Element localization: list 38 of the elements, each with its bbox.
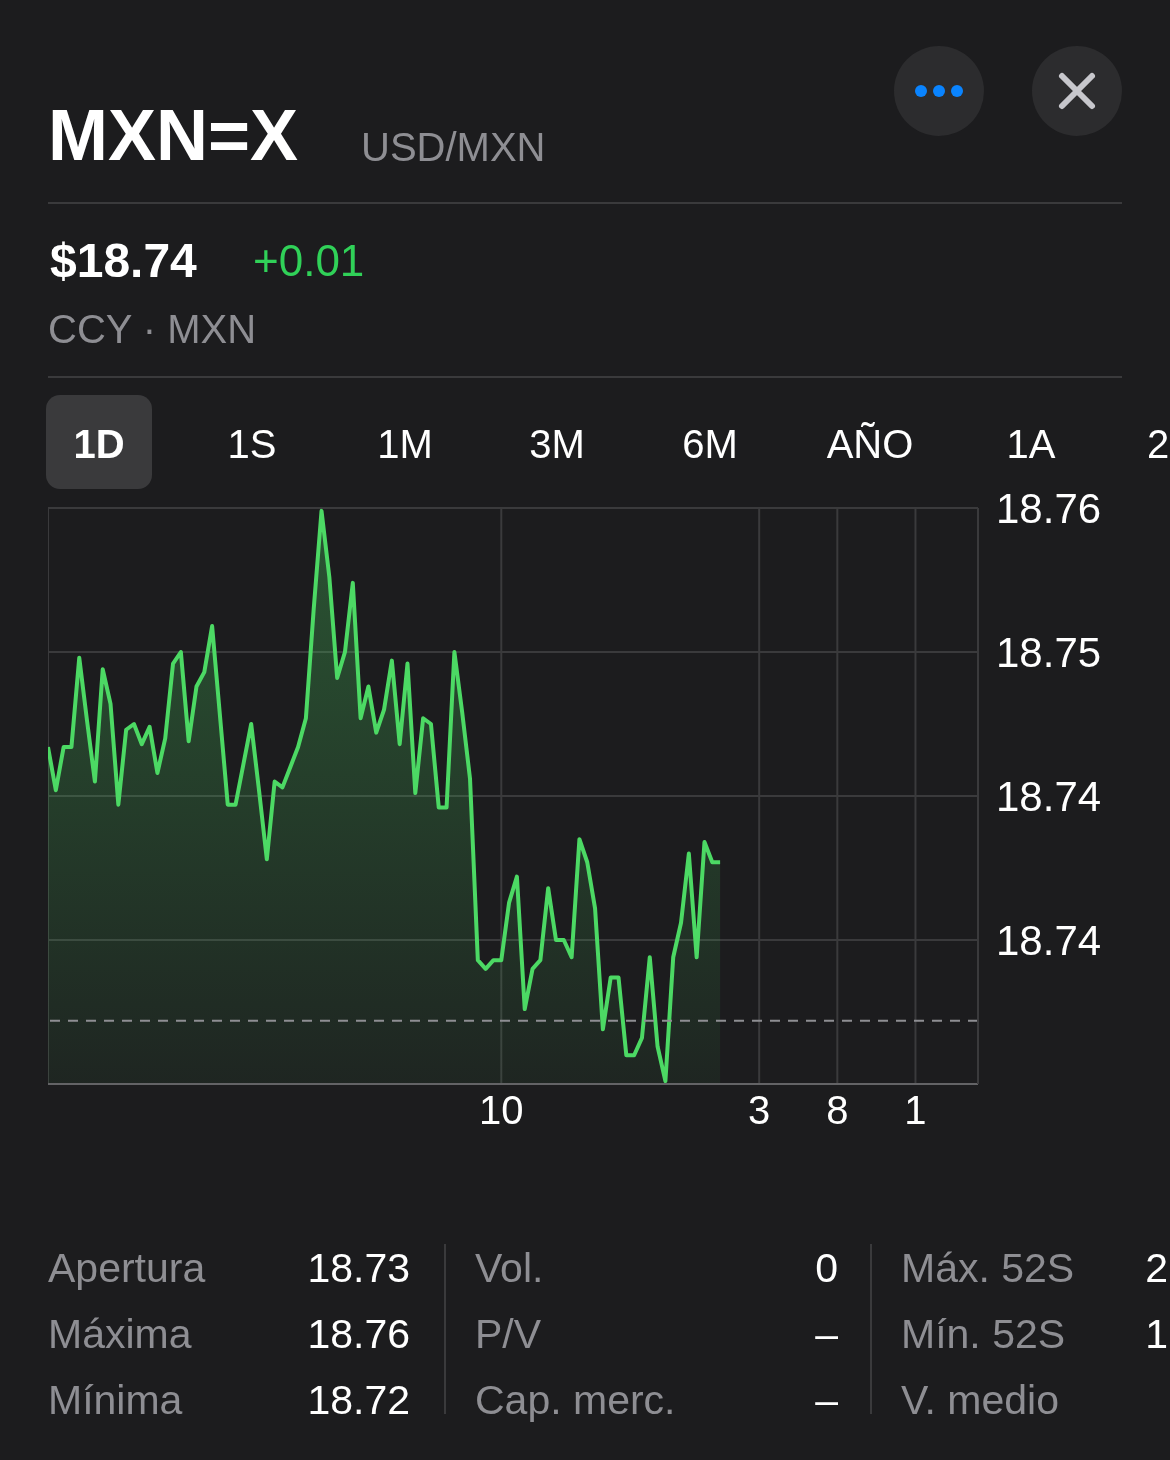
text: 0 (815, 1245, 838, 1291)
text: – (815, 1311, 838, 1357)
text: V. medio (901, 1377, 1060, 1423)
text: Mínima (48, 1377, 183, 1423)
text: 1M (376, 422, 434, 466)
text: Cap. merc. (475, 1377, 676, 1423)
x-tick-label: 3 (748, 1088, 771, 1132)
chart-subtitle: USD/MXN (361, 125, 546, 169)
chart-title: MXN=X (48, 95, 299, 175)
text: 1 (1145, 1311, 1168, 1357)
text: Mín. 52S (901, 1311, 1066, 1357)
text: CCY · MXN (48, 307, 257, 351)
text: 2 (1145, 1245, 1168, 1291)
x-tick-label: 8 (826, 1088, 849, 1132)
x-tick-label: 10 (479, 1088, 524, 1132)
y-tick-label: 18.74 (996, 916, 1102, 964)
text: Vol. (475, 1245, 544, 1291)
text: 18.76 (307, 1311, 410, 1357)
text: 1S (226, 422, 278, 466)
text: 2 (1145, 422, 1170, 466)
text: 18.72 (307, 1377, 410, 1423)
y-tick-label: 18.76 (996, 484, 1102, 532)
text: – (815, 1377, 838, 1423)
text: 18.73 (307, 1245, 410, 1291)
text: Apertura (48, 1245, 206, 1291)
x-tick-label: 1 (904, 1088, 927, 1132)
text: 1D (72, 422, 126, 466)
text: P/V (475, 1311, 542, 1357)
y-tick-label: 18.74 (996, 772, 1102, 820)
text: AÑO (825, 422, 915, 466)
text: $18.74 (50, 234, 197, 287)
y-tick-label: 18.75 (996, 628, 1102, 676)
text: +0.01 (253, 236, 365, 285)
text: 1A (1005, 422, 1057, 466)
text: Máxima (48, 1311, 192, 1357)
text: 6M (681, 422, 739, 466)
text: 3M (528, 422, 586, 466)
text: Máx. 52S (901, 1245, 1075, 1291)
